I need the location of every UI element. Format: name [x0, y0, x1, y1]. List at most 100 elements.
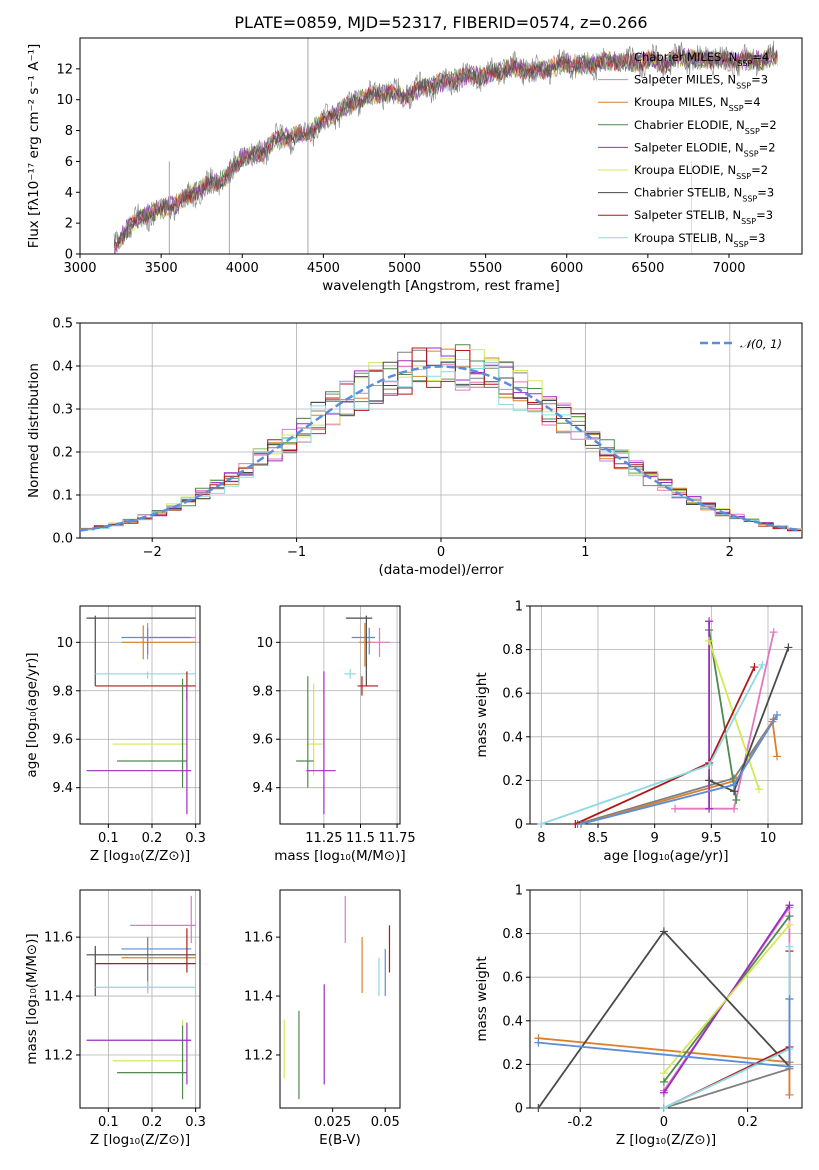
- x-axis-label: E(B-V): [319, 1132, 361, 1148]
- histogram-series-6: [80, 360, 802, 532]
- legend-series-name: Kroupa ELODIE: [634, 163, 720, 177]
- legend-nssp-prefix: , N: [718, 231, 734, 245]
- y-tick-label: 0.2: [52, 446, 73, 461]
- x-axis-label: age [log₁₀(age/yr)]: [603, 848, 728, 864]
- data-point-7: [117, 678, 187, 788]
- legend-nssp-sub: SSP: [736, 172, 751, 181]
- legend-label-6: Chabrier STELIB, NSSP=3: [634, 186, 774, 204]
- x-tick-label: 5000: [388, 261, 421, 276]
- y-tick-label: 9.4: [252, 781, 273, 796]
- spectrum-series-6: [113, 45, 778, 248]
- legend-label-4: Salpeter ELODIE, NSSP=2: [634, 140, 776, 158]
- legend-nssp-prefix: , N: [728, 140, 744, 154]
- weight-series-8: [541, 664, 764, 825]
- y-tick-label: 9.8: [252, 684, 273, 699]
- x-tick-label: 6500: [631, 261, 664, 276]
- x-tick-label: 0: [660, 1115, 668, 1130]
- y-tick-label: 0.6: [502, 687, 523, 702]
- histogram-series-4: [80, 347, 802, 530]
- weight-series-3: [708, 629, 738, 801]
- weight-marker: [785, 995, 794, 1003]
- legend-nssp-prefix: , N: [721, 50, 737, 64]
- legend-series-name: Chabrier STELIB: [634, 186, 726, 200]
- weight-series-1: [663, 904, 791, 1095]
- legend-label-0: Chabrier MILES, NSSP=4: [634, 50, 769, 68]
- x-tick-label: 0.1: [98, 831, 119, 846]
- y-tick-label: 0.4: [502, 1014, 523, 1029]
- legend-nssp-eq: =: [759, 140, 769, 154]
- weight-marker: [534, 1038, 543, 1047]
- x-tick-label: 9: [651, 831, 659, 846]
- y-tick-label: 0.2: [502, 774, 523, 789]
- data-point-6: [112, 1019, 187, 1079]
- histogram-steps: [80, 344, 802, 532]
- weight-marker: [785, 1062, 794, 1071]
- axes-frame: [529, 605, 803, 825]
- y-tick-label: 11.2: [244, 1048, 273, 1063]
- x-tick-label: −1: [287, 545, 306, 560]
- data-point-0: [367, 627, 390, 657]
- data-point-3: [86, 615, 196, 686]
- legend-label-1: Salpeter MILES, NSSP=3: [634, 73, 768, 91]
- weight-vs-age-panel: 8 8.5 9 9.5 10 0 0.2 0.4 0.6 0.8 1 age [log₁₀(age/y…: [474, 600, 803, 864]
- legend-nssp-value: 3: [766, 208, 773, 222]
- y-tick-label: 11.6: [44, 931, 73, 946]
- legend-nssp-eq: =: [751, 73, 761, 87]
- normal-reference-curve: [80, 365, 802, 532]
- axes-frame: [79, 889, 201, 1109]
- weight-marker: [705, 617, 714, 626]
- y-tick-label: 10: [56, 93, 73, 108]
- weight-marker: [671, 804, 680, 813]
- axes-frame: [529, 889, 803, 1109]
- y-tick-label: 6: [65, 155, 73, 170]
- spectrum-lines: [113, 38, 778, 254]
- y-tick-label: 11.4: [244, 990, 273, 1005]
- weight-marker: [769, 628, 778, 637]
- x-tick-label: 0: [437, 545, 445, 560]
- x-tick-label: -0.2: [568, 1115, 593, 1130]
- weight-marker: [705, 761, 714, 770]
- legend-nssp-value: 3: [767, 186, 774, 200]
- weight-series-0: [663, 999, 791, 1109]
- y-tick-label: 9.8: [52, 684, 73, 699]
- data-point-3: [86, 945, 196, 997]
- x-tick-label: 11.25: [305, 831, 342, 846]
- histogram-series-5: [80, 349, 802, 530]
- legend-series-name: Kroupa MILES: [634, 95, 713, 109]
- legend-nssp-sub: SSP: [745, 126, 760, 135]
- y-axis-label: mass [log₁₀(M/M⊙)]: [24, 933, 40, 1064]
- weight-marker: [659, 927, 668, 936]
- weight-marker: [705, 804, 714, 813]
- weight-marker: [705, 776, 714, 785]
- x-tick-label: 8: [537, 831, 545, 846]
- y-axis-label: mass weight: [474, 672, 490, 757]
- legend-normal-label: 𝒩(0, 1): [740, 337, 782, 351]
- data-point-6: [112, 683, 187, 776]
- legend-nssp-prefix: , N: [726, 186, 742, 200]
- x-axis-label: mass [log₁₀(M/M⊙)]: [274, 848, 405, 864]
- y-tick-label: 0.4: [502, 730, 523, 745]
- y-tick-label: 0.3: [52, 403, 73, 418]
- data-point-5: [357, 676, 379, 696]
- weight-marker: [785, 920, 794, 929]
- spectrum-series-3: [114, 48, 778, 254]
- y-tick-label: 0.8: [502, 927, 523, 942]
- legend-series-name: Salpeter STELIB: [634, 208, 725, 222]
- data-point-8: [306, 671, 336, 815]
- legend-nssp-prefix: , N: [725, 208, 741, 222]
- y-tick-label: 0: [65, 248, 73, 263]
- age-vs-mass-panel: 11.25 11.5 11.75 9.4 9.6 9.8 10 mass [log₁₀(M/M…: [252, 605, 416, 864]
- x-tick-label: 0.3: [185, 831, 206, 846]
- legend-nssp-eq: =: [744, 95, 754, 109]
- weight-marker: [534, 1104, 543, 1112]
- legend-label-8: Kroupa STELIB, NSSP=3: [634, 231, 766, 249]
- weight-marker: [730, 780, 738, 789]
- weight-marker: [659, 1088, 668, 1097]
- weight-marker: [730, 804, 738, 813]
- y-tick-label: 0: [515, 818, 523, 833]
- x-tick-label: 11.5: [346, 831, 375, 846]
- y-axis-label: Flux [fλ10⁻¹⁷ erg cm⁻² s⁻¹ A⁻¹]: [26, 44, 42, 249]
- x-tick-label: 0.05: [371, 1115, 400, 1130]
- x-tick-label: 3000: [63, 261, 96, 276]
